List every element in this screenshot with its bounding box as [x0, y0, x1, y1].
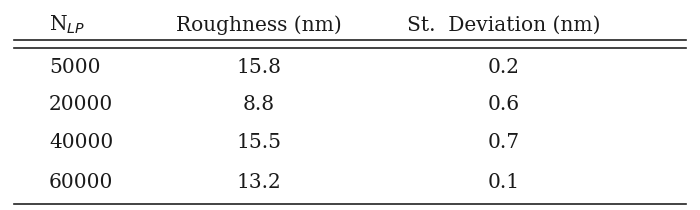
Text: St.  Deviation (nm): St. Deviation (nm)	[407, 16, 601, 35]
Text: N$_{LP}$: N$_{LP}$	[49, 14, 85, 36]
Text: 15.8: 15.8	[237, 58, 281, 77]
Text: 40000: 40000	[49, 133, 113, 152]
Text: 13.2: 13.2	[237, 173, 281, 192]
Text: 0.1: 0.1	[488, 173, 520, 192]
Text: 20000: 20000	[49, 96, 113, 114]
Text: Roughness (nm): Roughness (nm)	[176, 15, 342, 35]
Text: 0.6: 0.6	[488, 96, 520, 114]
Text: 0.7: 0.7	[488, 133, 520, 152]
Text: 8.8: 8.8	[243, 96, 275, 114]
Text: 15.5: 15.5	[237, 133, 281, 152]
Text: 0.2: 0.2	[488, 58, 520, 77]
Text: 5000: 5000	[49, 58, 101, 77]
Text: 60000: 60000	[49, 173, 113, 192]
